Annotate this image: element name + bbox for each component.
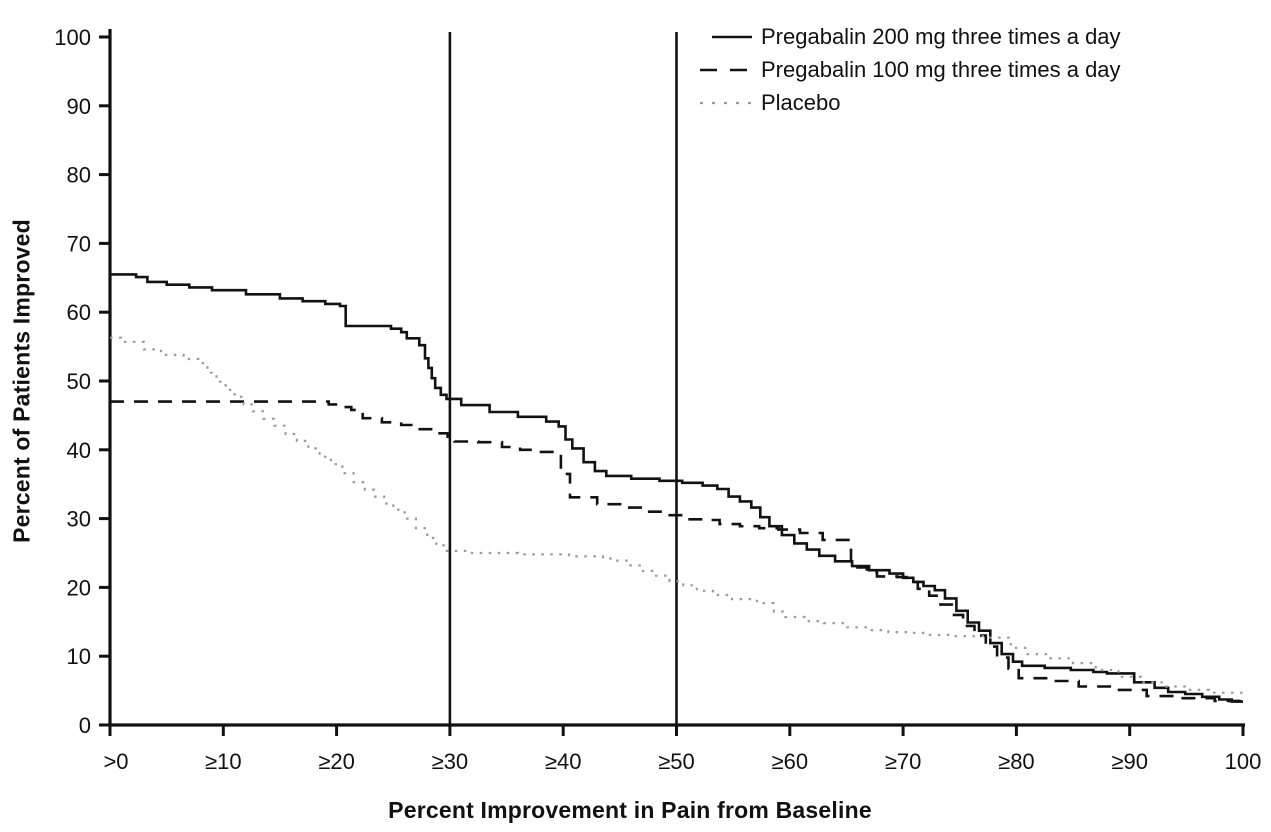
x-tick-label: ≥70 [885,749,922,774]
y-tick-label: 80 [67,163,91,188]
x-tick-label: ≥10 [205,749,242,774]
x-tick-label: ≥60 [772,749,809,774]
x-tick-label: ≥90 [1111,749,1148,774]
x-tick-label: ≥30 [432,749,469,774]
y-tick-label: 100 [54,25,91,50]
y-tick-label: 20 [67,575,91,600]
series-line-dashed-1 [110,400,1245,703]
legend-dotted-line-sample [700,101,752,104]
legend: Pregabalin 200 mg three times a day Prega… [698,20,1121,119]
legend-item: Pregabalin 100 mg three times a day [698,53,1121,86]
legend-item: Placebo [698,86,1121,119]
legend-item: Pregabalin 200 mg three times a day [698,20,1121,53]
legend-dashed-line-sample [700,68,752,71]
x-tick-label: ≥40 [545,749,582,774]
legend-solid-line-sample [712,35,752,38]
legend-label: Pregabalin 200 mg three times a day [761,23,1121,49]
y-tick-label: 30 [67,507,91,532]
y-axis-title: Percent of Patients Improved [8,219,35,543]
x-tick-label: ≥80 [998,749,1035,774]
y-tick-label: 90 [67,94,91,119]
x-tick-label: 100 [1225,749,1262,774]
y-tick-label: 40 [67,438,91,463]
y-tick-label: 60 [67,300,91,325]
y-tick-label: 0 [79,713,91,738]
y-tick-label: 50 [67,369,91,394]
x-axis-title: Percent Improvement in Pain from Baselin… [388,797,872,823]
y-tick-label: 70 [67,231,91,256]
legend-label: Pregabalin 100 mg three times a day [761,56,1121,82]
legend-label: Placebo [761,89,841,115]
x-tick-label: >0 [103,749,128,774]
x-tick-label: ≥50 [658,749,695,774]
x-tick-label: ≥20 [318,749,355,774]
series-line-dotted-2 [110,336,1245,696]
series-line-solid-0 [110,273,1243,703]
y-tick-label: 10 [67,644,91,669]
